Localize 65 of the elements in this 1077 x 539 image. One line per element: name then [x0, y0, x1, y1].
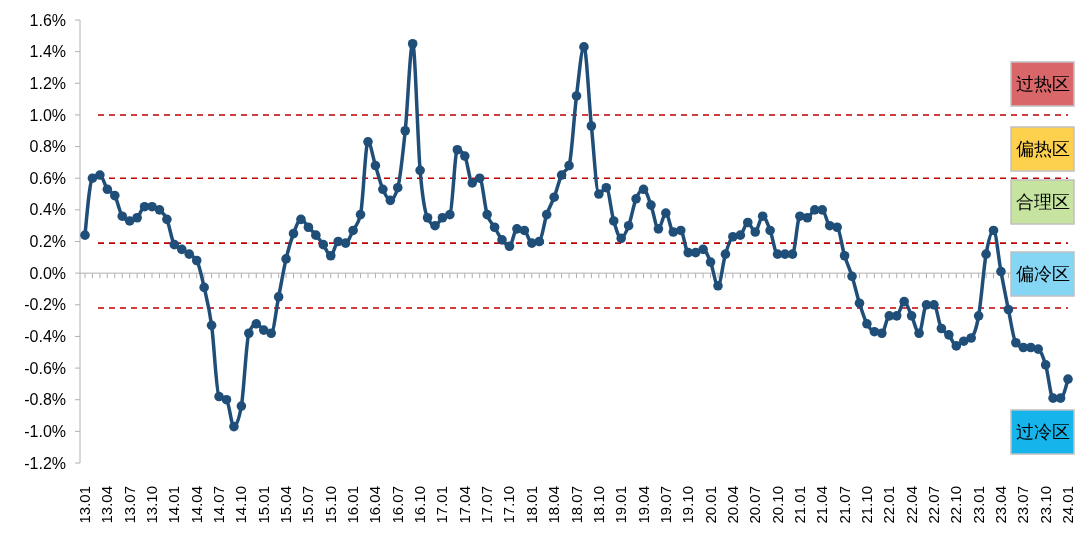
x-tick-label: 22.01 — [880, 486, 898, 524]
x-tick-label: 16.07 — [388, 486, 406, 524]
x-tick-label: 18.01 — [522, 486, 540, 524]
x-tick-label: 16.04 — [366, 486, 384, 524]
x-tick-label: 22.07 — [924, 486, 942, 524]
annotation: 偏热区 — [1015, 139, 1070, 160]
x-tick-label: 18.10 — [589, 486, 607, 524]
x-tick-label: 23.10 — [1036, 486, 1054, 524]
x-tick-label: 21.10 — [857, 486, 875, 524]
y-tick-label: -0.8% — [24, 391, 66, 409]
x-tick-label: 20.04 — [723, 486, 741, 524]
x-tick-label: 17.04 — [455, 486, 473, 524]
x-tick-label: 21.01 — [790, 486, 808, 524]
y-tick-label: 0.8% — [29, 138, 66, 156]
x-tick-label: 19.10 — [679, 486, 697, 524]
x-tick-label: 20.01 — [701, 486, 719, 524]
x-tick-label: 13.04 — [98, 486, 116, 524]
y-tick-label: 0.2% — [29, 233, 66, 251]
x-tick-label: 14.07 — [210, 486, 228, 524]
y-tick-label: -0.2% — [24, 296, 66, 314]
x-tick-label: 13.01 — [76, 486, 93, 524]
x-tick-label: 21.04 — [813, 486, 831, 524]
x-tick-label: 23.04 — [991, 486, 1009, 524]
x-tick-label: 17.01 — [433, 486, 451, 524]
x-tick-label: 19.07 — [656, 486, 674, 524]
y-tick-label: 1.0% — [29, 106, 66, 124]
y-tick-label: 0.0% — [29, 264, 66, 282]
x-tick-label: 18.07 — [567, 486, 585, 524]
x-tick-label: 15.01 — [254, 486, 272, 524]
x-tick-label: 20.07 — [746, 486, 764, 524]
x-tick-label: 15.07 — [299, 486, 317, 524]
x-tick-label: 21.07 — [835, 486, 853, 524]
y-tick-label: 1.4% — [29, 43, 66, 61]
x-tick-label: 23.07 — [1014, 486, 1032, 524]
y-tick-label: 0.6% — [29, 169, 66, 187]
x-tick-label: 19.04 — [634, 486, 652, 524]
x-tick-label: 24.01 — [1059, 486, 1076, 524]
x-tick-label: 17.07 — [478, 486, 496, 524]
y-tick-label: -0.6% — [24, 359, 66, 377]
x-tick-label: 13.10 — [143, 486, 161, 524]
x-tick-label: 23.01 — [969, 486, 987, 524]
annotation: 合理区 — [1015, 192, 1070, 213]
x-tick-label: 14.04 — [187, 486, 205, 524]
y-tick-label: -1.0% — [24, 422, 66, 440]
x-tick-label: 17.10 — [500, 486, 518, 524]
annotation: 过热区 — [1015, 74, 1070, 95]
annotation: 过冷区 — [1015, 422, 1070, 443]
y-tick-label: 1.2% — [29, 74, 66, 92]
x-tick-label: 14.01 — [165, 486, 183, 524]
annotation: 偏冷区 — [1015, 264, 1070, 285]
x-tick-label: 19.01 — [612, 486, 630, 524]
x-tick-label: 16.10 — [411, 486, 429, 524]
x-tick-label: 13.07 — [120, 486, 138, 524]
x-tick-label: 14.10 — [232, 486, 250, 524]
y-tick-label: 1.6% — [29, 11, 66, 29]
x-tick-label: 15.04 — [277, 486, 295, 524]
y-tick-label: -1.2% — [24, 454, 66, 472]
x-tick-label: 22.04 — [902, 486, 920, 524]
x-tick-label: 22.10 — [947, 486, 965, 524]
x-tick-label: 15.10 — [321, 486, 339, 524]
x-tick-label: 16.01 — [344, 486, 362, 524]
x-tick-label: 20.10 — [768, 486, 786, 524]
y-tick-label: -0.4% — [24, 328, 66, 346]
x-tick-label: 18.04 — [545, 486, 563, 524]
y-tick-label: 0.4% — [29, 201, 66, 219]
